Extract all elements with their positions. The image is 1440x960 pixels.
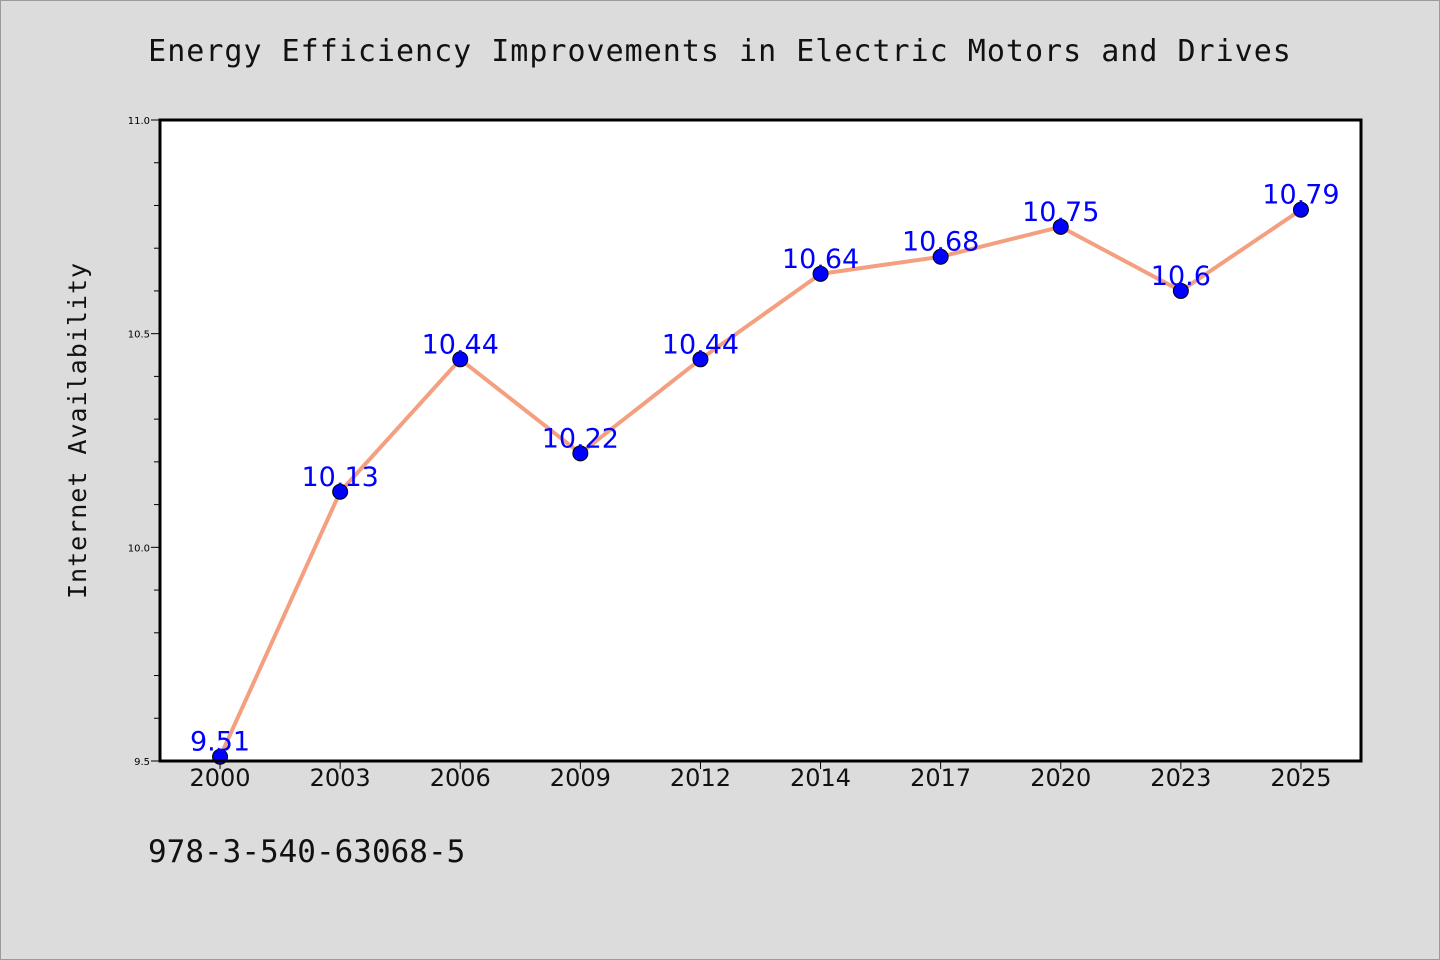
data-point-label: 10.64	[782, 244, 859, 275]
x-tick-label: 2009	[550, 764, 611, 792]
data-point-label: 10.44	[422, 329, 499, 360]
y-tick-label: 11.0	[128, 116, 150, 127]
x-tick-label: 2023	[1150, 764, 1211, 792]
y-tick-label: 9.5	[134, 757, 150, 768]
data-point-marker	[812, 265, 829, 282]
data-point-label: 10.75	[1022, 197, 1099, 228]
data-point-label: 10.44	[662, 329, 739, 360]
series-line	[218, 208, 1303, 758]
y-tick-label: 10.5	[128, 330, 150, 341]
chart-title: Energy Efficiency Improvements in Electr…	[148, 34, 1292, 69]
x-tick-label: 2003	[310, 764, 371, 792]
data-point-label: 10.68	[902, 227, 979, 258]
x-tick-label: 2006	[430, 764, 491, 792]
x-tick-label: 2014	[790, 764, 851, 792]
data-point-marker	[452, 351, 469, 368]
x-tick-label: 2025	[1270, 764, 1331, 792]
x-tick-label: 2012	[670, 764, 731, 792]
y-axis-label: Internet Availability	[63, 262, 92, 599]
footer-code: 978-3-540-63068-5	[148, 834, 466, 870]
x-tick-label: 2020	[1030, 764, 1091, 792]
data-labels: 9.51 10.13 10.44 10.22 10.44 10.64 10.68 10.75 1…	[190, 180, 1340, 758]
data-point-label: 10.22	[542, 423, 619, 454]
data-point-label: 10.13	[302, 462, 379, 493]
x-tick-label: 2000	[190, 764, 251, 792]
data-markers	[212, 201, 1309, 765]
data-point-marker	[1172, 282, 1189, 299]
plot-area	[160, 120, 1361, 761]
y-axis-ticks: 9.5 10.0 10.5 11.0	[128, 116, 160, 768]
data-point-marker	[572, 445, 589, 462]
data-point-marker	[692, 351, 709, 368]
data-point-label: 9.51	[190, 727, 250, 758]
data-point-label: 10.6	[1151, 261, 1211, 292]
y-tick-label: 10.0	[128, 543, 150, 554]
data-point-marker	[1052, 218, 1069, 235]
data-point-label: 10.79	[1262, 180, 1339, 211]
data-point-marker	[332, 483, 349, 500]
x-axis-ticks: 2000 2003 2006 2009 2012 2014 2017 2020 2023 2025	[190, 761, 1331, 792]
plot-border	[158, 118, 1363, 763]
data-point-marker	[1292, 201, 1309, 218]
x-tick-label: 2017	[910, 764, 971, 792]
data-point-marker	[932, 248, 949, 265]
